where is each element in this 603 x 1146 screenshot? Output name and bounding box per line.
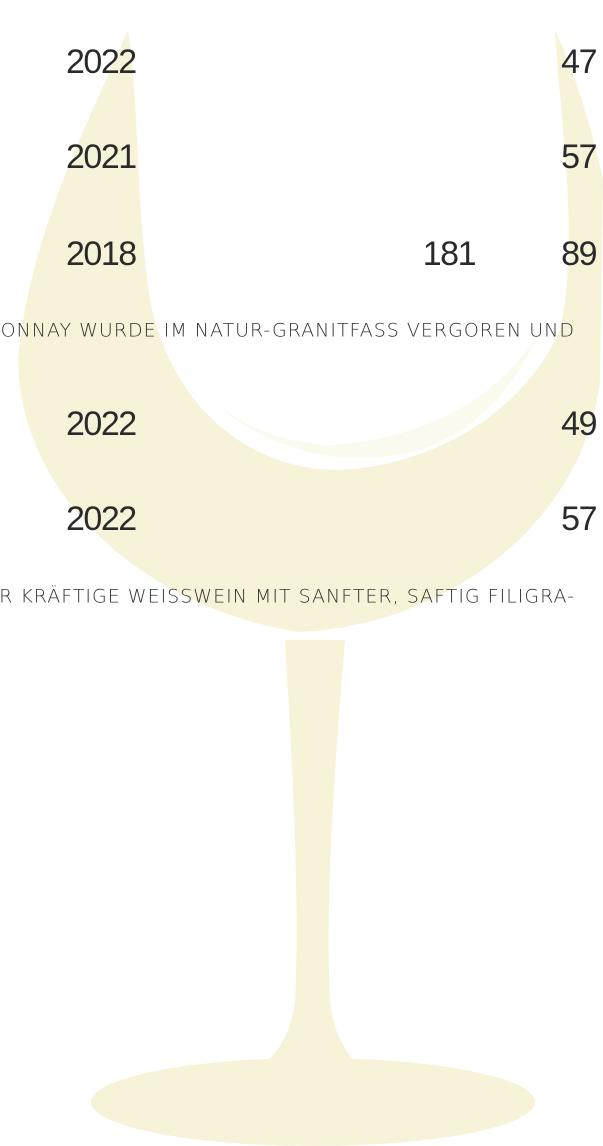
page: 2022 47 2021 57 2018 181 89 DONNAY WURDE IM NAT… [0,0,603,1146]
description: DER KRÄFTIGE WEISSWEIN MIT SANFTER, SAFT… [0,585,575,608]
vintage-year: 2022 [66,500,136,538]
price: 47 [561,43,596,81]
price: 57 [561,500,596,538]
glass-foot [91,1058,535,1146]
vintage-year: 2018 [66,235,136,273]
vintage-year: 2022 [66,43,136,81]
price: 89 [561,235,596,273]
vintage-year: 2022 [66,405,136,443]
price: 49 [561,405,596,443]
glass-stem [240,640,380,1080]
description: DONNAY WURDE IM NATUR-GRANITFASS VERGORE… [0,320,575,342]
vintage-year: 2021 [66,138,136,176]
wine-list: 2022 47 2021 57 2018 181 89 DONNAY WURDE IM NAT… [0,0,603,1146]
bottle-size: 181 [423,235,476,273]
price: 57 [561,138,596,176]
